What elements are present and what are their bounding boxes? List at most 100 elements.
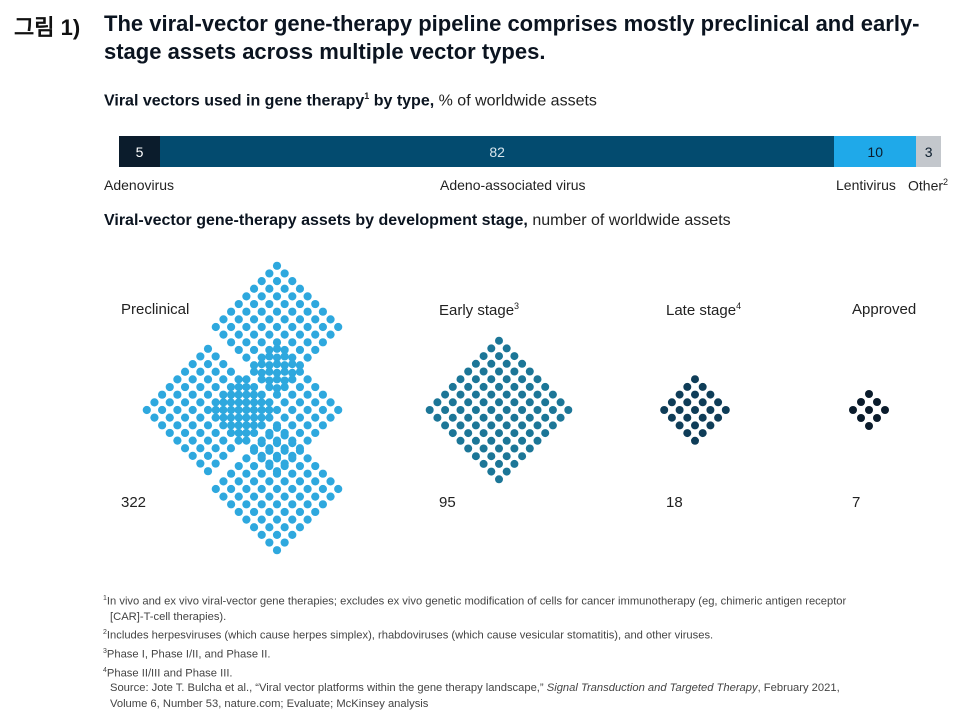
approved-dot bbox=[857, 414, 865, 422]
preclinical-dot bbox=[196, 352, 205, 361]
preclinical-dot bbox=[242, 413, 251, 422]
preclinical-dot bbox=[295, 428, 305, 438]
preclinical-dot bbox=[318, 307, 327, 316]
preclinical-dot bbox=[188, 375, 197, 384]
early-stage-dot bbox=[502, 344, 511, 353]
preclinical-dot bbox=[272, 368, 282, 377]
preclinical-dot bbox=[311, 428, 320, 438]
early-stage-dot bbox=[548, 406, 557, 414]
preclinical-dot bbox=[242, 500, 251, 509]
early-stage-dot bbox=[533, 436, 542, 445]
preclinical-dot bbox=[211, 352, 220, 361]
preclinical-dot bbox=[311, 398, 320, 407]
preclinical-dot bbox=[227, 484, 236, 494]
preclinical-dot bbox=[219, 315, 228, 324]
stacked-bar: 5 82 10 3 bbox=[119, 136, 941, 167]
preclinical-dot bbox=[288, 307, 297, 316]
preclinical-dot bbox=[257, 484, 266, 494]
early-stage-dot bbox=[479, 352, 488, 361]
preclinical-dot bbox=[280, 538, 289, 547]
preclinical-dot bbox=[311, 492, 320, 501]
late-stage-dot bbox=[714, 413, 723, 422]
preclinical-dot bbox=[272, 322, 282, 332]
bar-label-lentivirus: Lentivirus bbox=[836, 177, 896, 193]
early-stage-dot bbox=[479, 367, 488, 376]
preclinical-dot bbox=[272, 405, 282, 415]
preclinical-dot bbox=[219, 398, 228, 407]
preclinical-dot bbox=[219, 492, 228, 501]
preclinical-dot bbox=[272, 454, 282, 463]
preclinical-dot bbox=[180, 428, 190, 438]
preclinical-dot bbox=[272, 375, 282, 384]
early-stage-dot bbox=[518, 452, 527, 461]
preclinical-dot bbox=[288, 292, 297, 301]
preclinical-dot bbox=[303, 292, 312, 301]
preclinical-dot bbox=[249, 421, 258, 430]
preclinical-dot bbox=[165, 413, 174, 422]
early-stage-dot bbox=[456, 406, 465, 414]
preclinical-dot bbox=[196, 398, 205, 407]
early-stage-dot bbox=[502, 436, 511, 445]
preclinical-dot bbox=[211, 428, 220, 438]
preclinical-dot bbox=[257, 390, 266, 399]
early-stage-dot bbox=[495, 367, 503, 376]
preclinical-dot bbox=[288, 360, 297, 369]
bar-value-label: 3 bbox=[924, 143, 933, 160]
early-stage-dot bbox=[441, 406, 450, 414]
late-stage-dot bbox=[683, 382, 692, 391]
early-stage-dot bbox=[479, 398, 488, 407]
early-stage-dot bbox=[487, 467, 496, 476]
preclinical-dot bbox=[288, 368, 297, 377]
preclinical-dot bbox=[242, 484, 251, 494]
preclinical-dot bbox=[311, 330, 320, 339]
late-stage-dot bbox=[698, 382, 707, 391]
preclinical-dot bbox=[227, 307, 236, 316]
preclinical-dot bbox=[295, 345, 305, 355]
bar-value-label: 82 bbox=[489, 143, 505, 160]
bar-value-label: 10 bbox=[867, 143, 883, 160]
preclinical-dot bbox=[311, 299, 320, 309]
late-stage-dot bbox=[706, 421, 715, 430]
late-stage-dot bbox=[691, 390, 699, 399]
preclinical-dot bbox=[173, 421, 182, 430]
preclinical-dot bbox=[180, 382, 190, 392]
preclinical-dot bbox=[249, 284, 259, 293]
early-stage-dot bbox=[479, 459, 488, 468]
preclinical-dot bbox=[242, 322, 251, 332]
preclinical-dot bbox=[295, 361, 305, 370]
preclinical-dot bbox=[303, 454, 312, 463]
preclinical-dot bbox=[242, 382, 251, 392]
preclinical-dot bbox=[219, 390, 228, 399]
preclinical-dot bbox=[188, 421, 197, 430]
preclinical-dot bbox=[280, 398, 289, 407]
early-stage-dot bbox=[441, 421, 450, 430]
preclinical-dot bbox=[265, 413, 274, 422]
preclinical-dot bbox=[303, 500, 312, 509]
preclinical-dot bbox=[311, 315, 320, 324]
early-stage-dot bbox=[464, 429, 473, 438]
footnote-1: 1In vivo and ex vivo viral-vector gene t… bbox=[103, 595, 847, 608]
preclinical-dot bbox=[227, 322, 236, 332]
preclinical-dot bbox=[272, 360, 282, 369]
preclinical-dot bbox=[257, 338, 266, 347]
preclinical-dot bbox=[295, 330, 305, 339]
preclinical-dot bbox=[242, 307, 251, 316]
preclinical-dot bbox=[211, 459, 220, 468]
preclinical-dot bbox=[295, 413, 305, 422]
preclinical-dot bbox=[249, 382, 259, 392]
preclinical-dot bbox=[150, 398, 159, 407]
late-stage-dot bbox=[691, 421, 699, 430]
preclinical-dot bbox=[288, 484, 297, 494]
early-stage-dot bbox=[471, 375, 480, 384]
early-stage-dot bbox=[541, 413, 550, 422]
preclinical-dot bbox=[242, 515, 251, 524]
early-stage-dot bbox=[471, 406, 480, 414]
preclinical-dot bbox=[249, 299, 259, 309]
preclinical-dot bbox=[257, 368, 266, 377]
preclinical-dot bbox=[326, 477, 335, 486]
late-stage-dot bbox=[721, 406, 730, 414]
preclinical-dot bbox=[196, 413, 205, 422]
preclinical-dot bbox=[257, 360, 266, 369]
early-stage-dot bbox=[495, 398, 503, 407]
early-stage-dot bbox=[502, 375, 511, 384]
